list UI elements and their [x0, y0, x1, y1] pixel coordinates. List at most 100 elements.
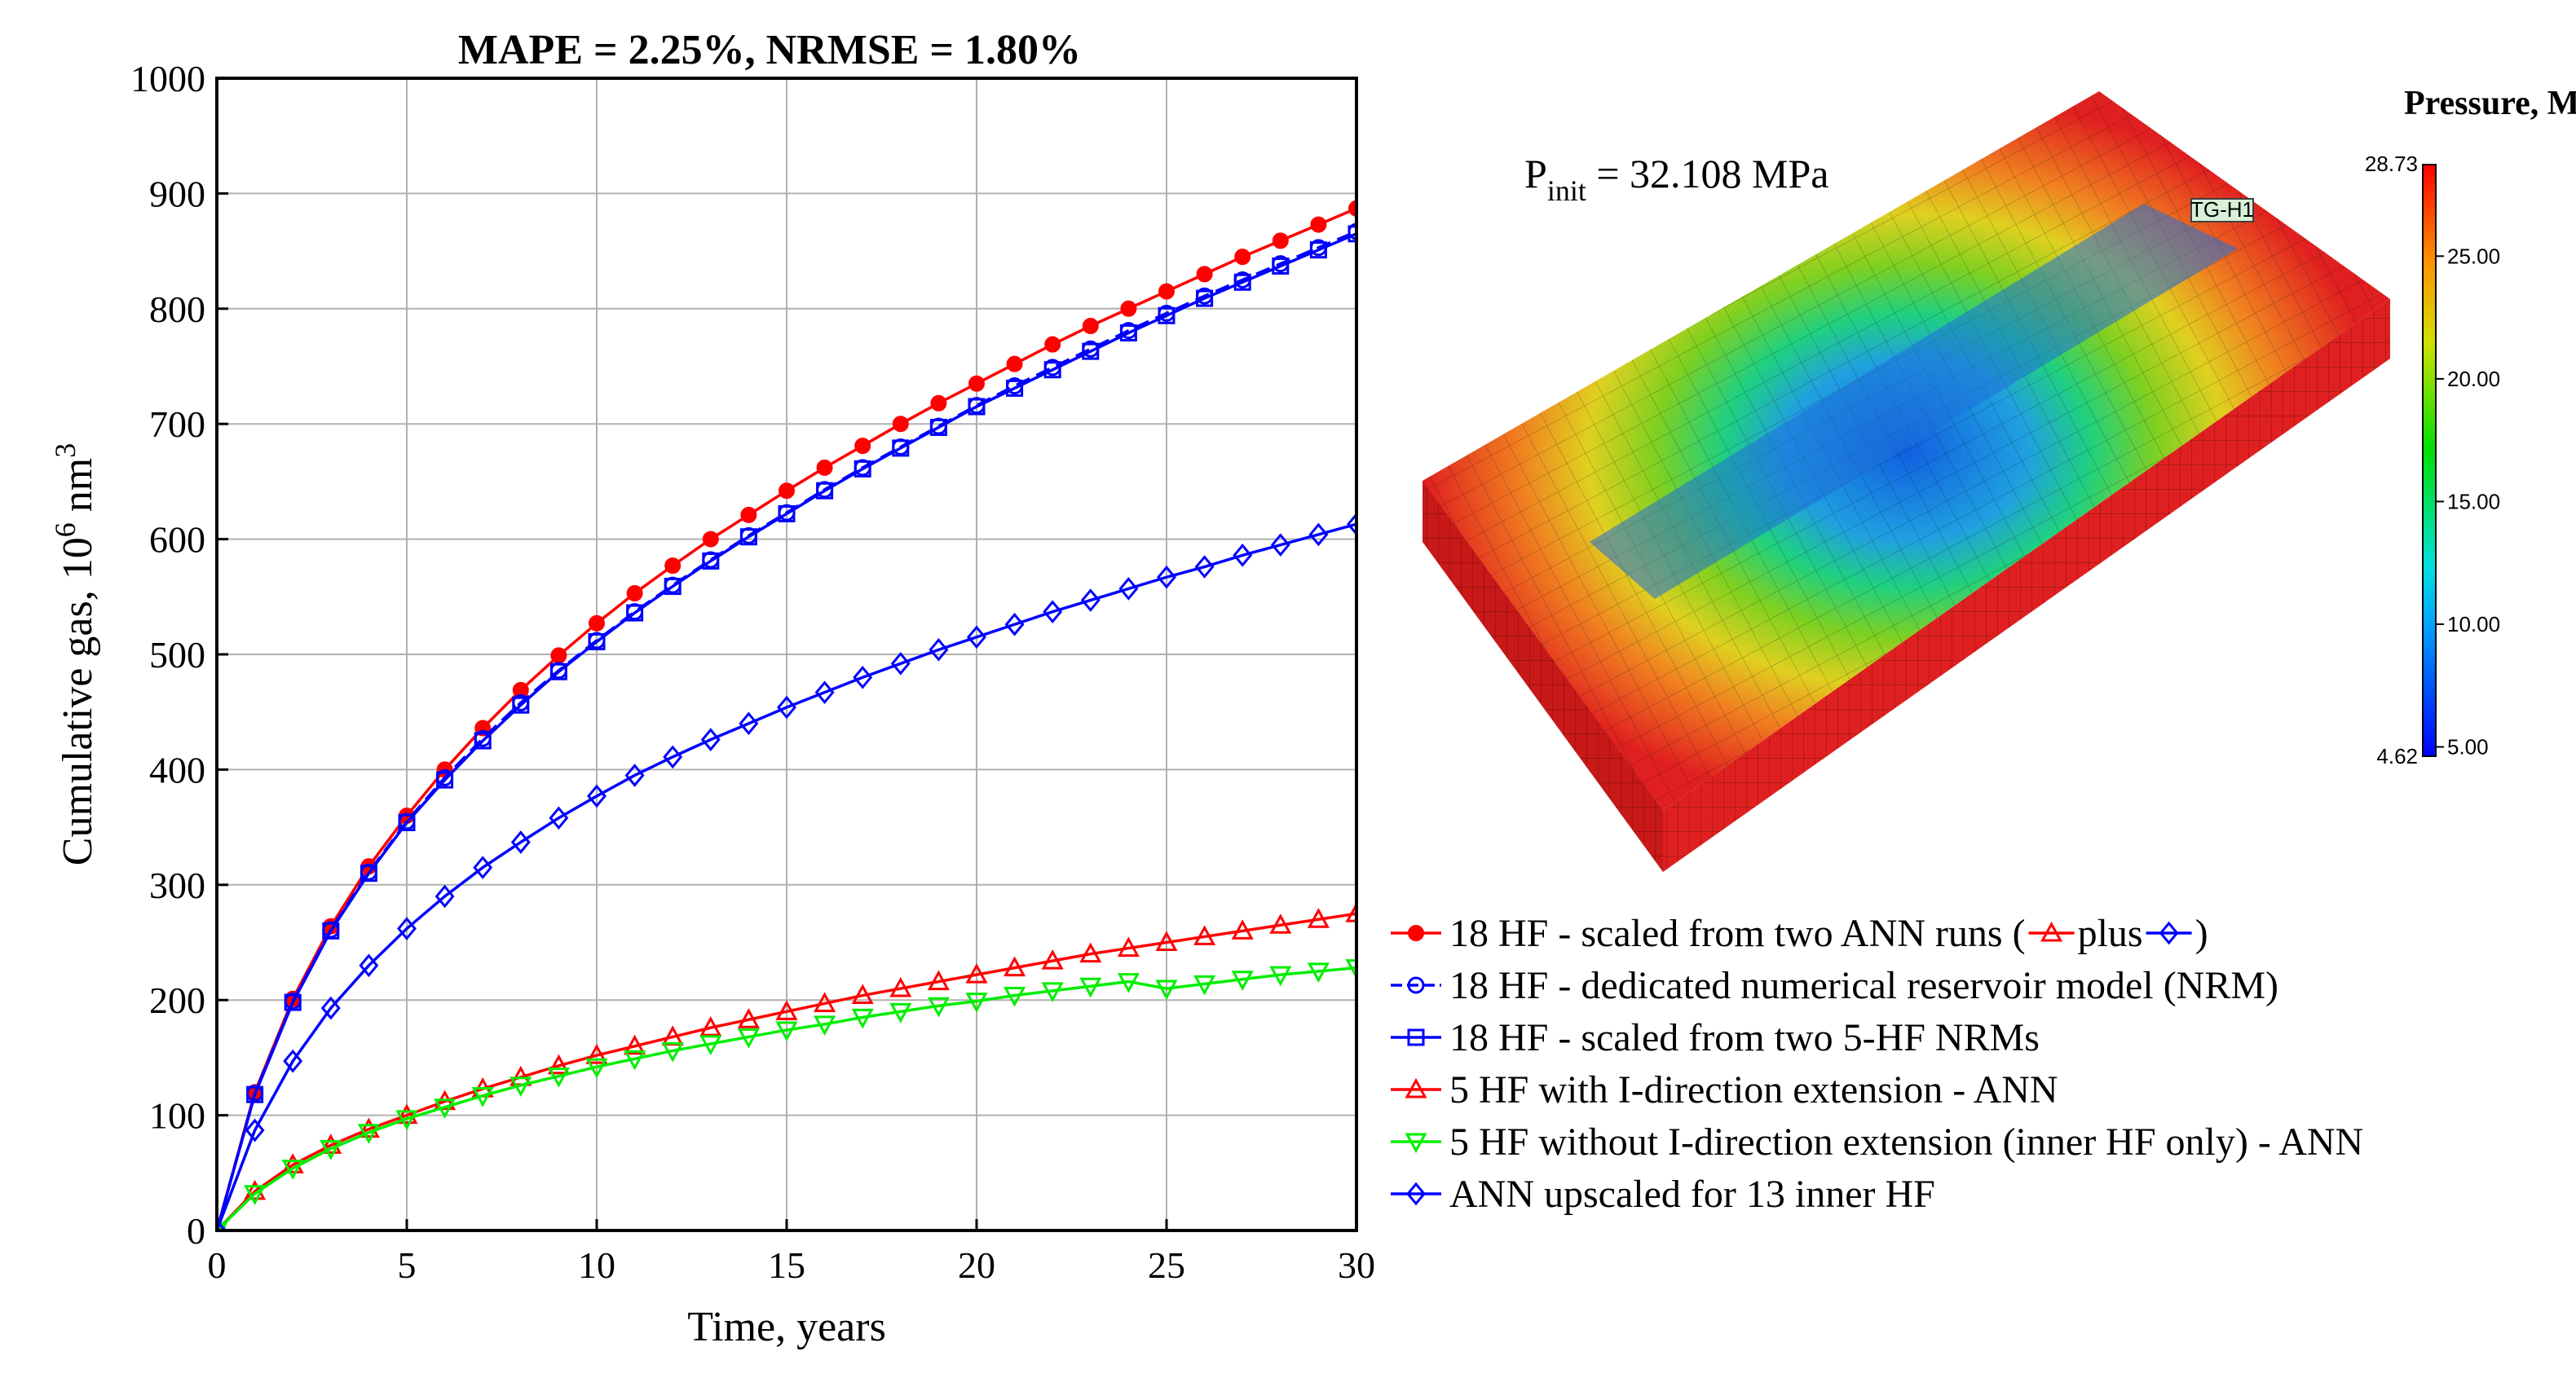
- series-6-line: [217, 522, 1356, 1231]
- series-5-point: [775, 1021, 798, 1042]
- series-4-line: [217, 912, 1356, 1231]
- y-tick-label: 800: [149, 288, 205, 330]
- series-4-point: [814, 992, 836, 1012]
- legend-marker: [1405, 1133, 1427, 1154]
- y-tick-label: 400: [149, 749, 205, 790]
- series-5-point: [1003, 987, 1026, 1007]
- series-1-point: [1082, 318, 1099, 335]
- legend-marker: [1408, 925, 1424, 941]
- series-3-point: [968, 398, 986, 416]
- series-3-point: [1272, 257, 1290, 275]
- series-4-point: [1231, 919, 1254, 940]
- series-3-point: [1233, 273, 1251, 291]
- x-tick-label: 20: [958, 1244, 995, 1286]
- series-6-point: [624, 764, 645, 787]
- x-tick-label: 30: [1338, 1244, 1375, 1286]
- series-5-point: [320, 1140, 342, 1160]
- plot-frame: [215, 77, 1358, 1232]
- series-6: [217, 512, 1356, 1231]
- legend-entry-3: 18 HF - scaled from two 5-HF NRMs: [1391, 1016, 2040, 1059]
- colorbar-ticks: 25.00 20.00 15.00 10.00 5.00: [2436, 244, 2500, 759]
- series-1-point: [968, 375, 985, 392]
- series-3-point: [1119, 324, 1137, 341]
- series-5-point: [624, 1050, 646, 1071]
- series-5-point: [1041, 982, 1064, 1003]
- series-3-point: [1348, 225, 1356, 243]
- series-5-point: [1193, 975, 1216, 996]
- legend-inline-marker: [2040, 921, 2063, 942]
- series-1-point: [702, 531, 719, 548]
- colorbar: Pressure, MPa 28.73 4.62 25.00 20.00 15.00…: [2365, 85, 2576, 768]
- series-5-point: [281, 1160, 304, 1180]
- series-6-point: [587, 784, 607, 808]
- series-3-line: [217, 232, 1356, 1231]
- series-4-point: [1307, 908, 1330, 928]
- series-4-point: [585, 1043, 608, 1064]
- gridlines: [217, 78, 1356, 1231]
- series-1-point: [930, 394, 947, 412]
- series-4-point: [1345, 902, 1356, 922]
- legend-entry-4: 5 HF with I-direction extension - ANN: [1391, 1068, 2058, 1112]
- series-3-point: [359, 865, 377, 883]
- legend-marker: [1406, 1182, 1426, 1206]
- series-1-point: [1120, 300, 1137, 317]
- legend-label: 5 HF with I-direction extension - ANN: [1449, 1068, 2058, 1112]
- series-5-point: [889, 1002, 912, 1024]
- x-tick-label: 25: [1148, 1244, 1185, 1286]
- series-3-point: [816, 482, 834, 500]
- series-6-point: [1118, 577, 1139, 601]
- y-tick-label: 200: [149, 980, 205, 1021]
- model-right-side-grid: [1663, 299, 2390, 872]
- series-6-point: [967, 625, 986, 649]
- series-4-point: [1041, 949, 1064, 970]
- series-1-point: [1196, 266, 1213, 283]
- well-label: TG-H1: [2190, 197, 2254, 222]
- x-tick-label: 10: [578, 1244, 615, 1286]
- y-tick-label: 100: [149, 1095, 205, 1137]
- series-4-point: [1193, 925, 1216, 945]
- series-5-point: [1269, 966, 1292, 987]
- series-4-point: [320, 1134, 342, 1154]
- series-6-point: [320, 996, 341, 1020]
- y-tick-label: 700: [149, 403, 205, 445]
- series-4-point: [1079, 942, 1102, 963]
- legend-inline-text: ): [2195, 912, 2208, 955]
- series-5-point: [1307, 962, 1330, 983]
- series-1-point: [740, 506, 757, 523]
- series-6-point: [283, 1049, 303, 1073]
- x-tick-label: 15: [768, 1244, 805, 1286]
- y-tick-label: 1000: [130, 58, 205, 99]
- x-tick-label: 5: [398, 1244, 417, 1286]
- y-tick-label: 300: [149, 865, 205, 906]
- series-3-point: [398, 813, 416, 831]
- series-1-point: [1348, 200, 1356, 217]
- series-4-point: [624, 1034, 646, 1055]
- series-5-point: [851, 1008, 874, 1029]
- series-4-point: [965, 962, 988, 984]
- series-6-point: [890, 651, 911, 676]
- colorbar-gradient: [2422, 164, 2437, 757]
- series-3-point: [778, 504, 796, 522]
- series-6-point: [397, 917, 417, 940]
- series-1-point: [664, 557, 681, 575]
- legend-marker: [1407, 1028, 1425, 1046]
- x-axis-label: Time, years: [687, 1304, 886, 1350]
- series-4-point: [395, 1103, 418, 1125]
- legend-label: 18 HF - dedicated numerical reservoir mo…: [1449, 964, 2278, 1007]
- series-6-point: [1157, 565, 1176, 589]
- series-3: [217, 225, 1356, 1231]
- series-3-point: [739, 528, 757, 546]
- series-4-point: [927, 970, 950, 991]
- fracture-zone: [1590, 204, 2238, 599]
- series-5-point: [965, 993, 988, 1013]
- series-3-point: [512, 696, 530, 714]
- chart-title: MAPE = 2.25%, NRMSE = 1.80%: [458, 27, 1081, 73]
- series-6-point: [359, 953, 379, 978]
- legend-inline-marker: [2159, 921, 2179, 945]
- x-axis-ticks: 0 5 10 15 20 25 30: [208, 1219, 1375, 1286]
- legend-entry-1: 18 HF - scaled from two ANN runs (plus): [1391, 912, 2208, 955]
- series-6-point: [473, 856, 493, 879]
- series-5-point: [471, 1087, 494, 1107]
- series-5-point: [1345, 959, 1356, 980]
